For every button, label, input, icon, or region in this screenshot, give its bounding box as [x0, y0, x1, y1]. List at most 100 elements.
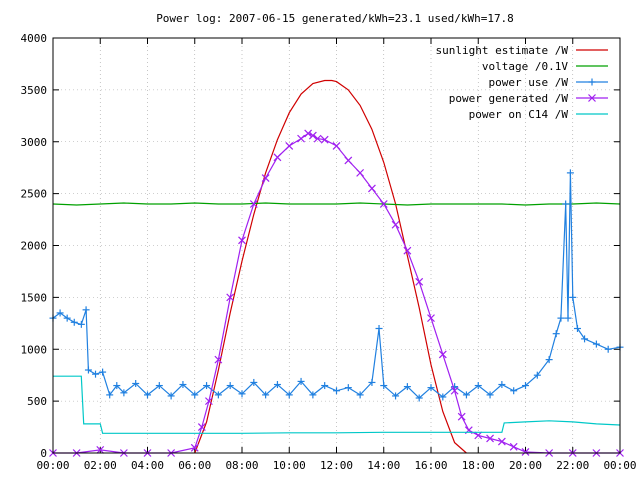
- data-point-power-generated-w: [226, 293, 235, 302]
- data-point-power-generated-w: [285, 141, 294, 150]
- legend-label-power-generated-w: power generated /W: [449, 92, 569, 105]
- data-point-power-use-w: [592, 340, 600, 348]
- data-point-power-use-w: [191, 391, 199, 399]
- y-tick-label: 2000: [21, 240, 48, 253]
- x-tick-label: 00:00: [36, 459, 69, 472]
- data-point-power-use-w: [144, 391, 151, 399]
- series-line-sunlight-estimate-w: [194, 79, 467, 454]
- data-point-power-use-w: [92, 370, 100, 378]
- data-point-power-use-w: [344, 384, 352, 392]
- data-point-power-generated-w: [391, 220, 400, 229]
- data-point-power-generated-w: [474, 431, 483, 440]
- x-tick-label: 04:00: [131, 459, 164, 472]
- plot-frame: [52, 37, 621, 454]
- data-point-power-use-w: [375, 325, 383, 332]
- y-tick-label: 3000: [21, 136, 48, 149]
- data-point-power-generated-w: [486, 434, 494, 443]
- data-point-power-use-w: [63, 314, 71, 322]
- data-point-power-use-w: [99, 368, 107, 376]
- data-point-power-use-w: [250, 378, 258, 386]
- data-point-power-use-w: [462, 391, 470, 399]
- legend: sunlight estimate /W voltage /0.1V power u…: [436, 44, 608, 121]
- data-point-power-generated-w: [332, 141, 341, 150]
- data-point-power-generated-w: [249, 200, 258, 208]
- y-tick-label: 500: [27, 395, 47, 408]
- data-point-power-use-w: [226, 382, 234, 390]
- x-axis-ticks: 00:00 02:00 04:00 06:00 08:00 10:00 12:00 14:00…: [36, 38, 637, 472]
- data-point-power-use-w: [368, 378, 376, 386]
- data-point-power-generated-w: [497, 437, 506, 446]
- legend-marker-power-generated-w: [588, 94, 596, 102]
- data-point-power-use-w: [403, 383, 411, 391]
- data-point-power-generated-w: [308, 131, 317, 140]
- data-point-power-use-w: [557, 314, 565, 322]
- data-point-power-use-w: [155, 382, 163, 390]
- x-tick-label: 08:00: [225, 459, 258, 472]
- data-point-power-generated-w: [450, 386, 459, 395]
- data-point-power-generated-w: [379, 200, 388, 208]
- data-point-power-use-w: [167, 392, 175, 400]
- y-tick-label: 0: [40, 447, 47, 460]
- data-point-power-use-w: [70, 318, 78, 326]
- data-point-power-generated-w: [415, 277, 424, 286]
- y-tick-label: 2500: [21, 188, 48, 201]
- data-point-power-generated-w: [214, 355, 223, 364]
- x-tick-label: 14:00: [367, 459, 400, 472]
- data-point-power-generated-w: [427, 314, 435, 323]
- y-axis-ticks: 0 500 1000 1500 2000 2500 3000 3500 4000: [21, 32, 620, 460]
- data-point-power-generated-w: [197, 423, 206, 431]
- data-point-power-use-w: [510, 387, 518, 395]
- grid: [53, 38, 620, 453]
- legend-marker-power-use-w: [588, 78, 596, 86]
- data-point-power-use-w: [581, 335, 589, 343]
- data-point-power-use-w: [522, 382, 529, 390]
- data-point-power-use-w: [392, 392, 400, 400]
- legend-label-power-use-w: power use /W: [489, 76, 569, 89]
- data-point-power-generated-w: [205, 397, 213, 406]
- data-point-power-use-w: [238, 390, 246, 398]
- data-point-power-use-w: [604, 345, 612, 353]
- data-point-power-use-w: [77, 320, 85, 328]
- data-point-power-generated-w: [190, 443, 199, 452]
- data-point-power-generated-w: [96, 445, 105, 454]
- data-point-power-generated-w: [368, 184, 376, 193]
- data-point-power-generated-w: [313, 134, 322, 143]
- data-point-power-use-w: [486, 391, 494, 399]
- data-point-power-use-w: [533, 371, 541, 379]
- series-line-voltage-0-1v: [52, 202, 621, 206]
- data-point-power-use-w: [552, 330, 560, 338]
- data-point-power-generated-w: [521, 448, 530, 456]
- data-point-power-use-w: [273, 381, 281, 389]
- data-point-power-generated-w: [261, 174, 270, 182]
- series-line-power-use-w: [52, 172, 621, 399]
- data-point-power-use-w: [285, 391, 293, 399]
- y-tick-label: 4000: [21, 32, 48, 45]
- data-point-power-generated-w: [438, 350, 447, 359]
- x-tick-label: 16:00: [414, 459, 447, 472]
- data-point-power-use-w: [106, 391, 114, 399]
- series-line-power-on-c14-w: [53, 375, 621, 434]
- data-point-power-use-w: [356, 391, 364, 399]
- x-tick-label: 10:00: [273, 459, 306, 472]
- data-point-power-use-w: [262, 391, 270, 399]
- data-point-power-generated-w: [238, 236, 246, 245]
- data-point-power-use-w: [333, 387, 340, 395]
- data-point-power-use-w: [427, 384, 435, 392]
- data-point-power-generated-w: [320, 135, 329, 144]
- data-point-power-use-w: [569, 293, 577, 301]
- data-point-power-generated-w: [457, 412, 466, 421]
- x-tick-label: 18:00: [462, 459, 495, 472]
- data-point-power-generated-w: [509, 442, 518, 451]
- data-point-power-use-w: [439, 393, 447, 401]
- data-point-power-use-w: [415, 394, 423, 402]
- data-point-power-generated-w: [273, 153, 282, 162]
- data-point-power-use-w: [573, 325, 581, 332]
- data-point-power-use-w: [545, 356, 553, 364]
- data-point-power-use-w: [321, 382, 329, 390]
- data-point-power-generated-w: [403, 246, 412, 255]
- legend-label-power-on-c14-w: power on C14 /W: [469, 108, 569, 121]
- data-point-power-use-w: [564, 314, 572, 322]
- y-tick-label: 1000: [21, 343, 48, 356]
